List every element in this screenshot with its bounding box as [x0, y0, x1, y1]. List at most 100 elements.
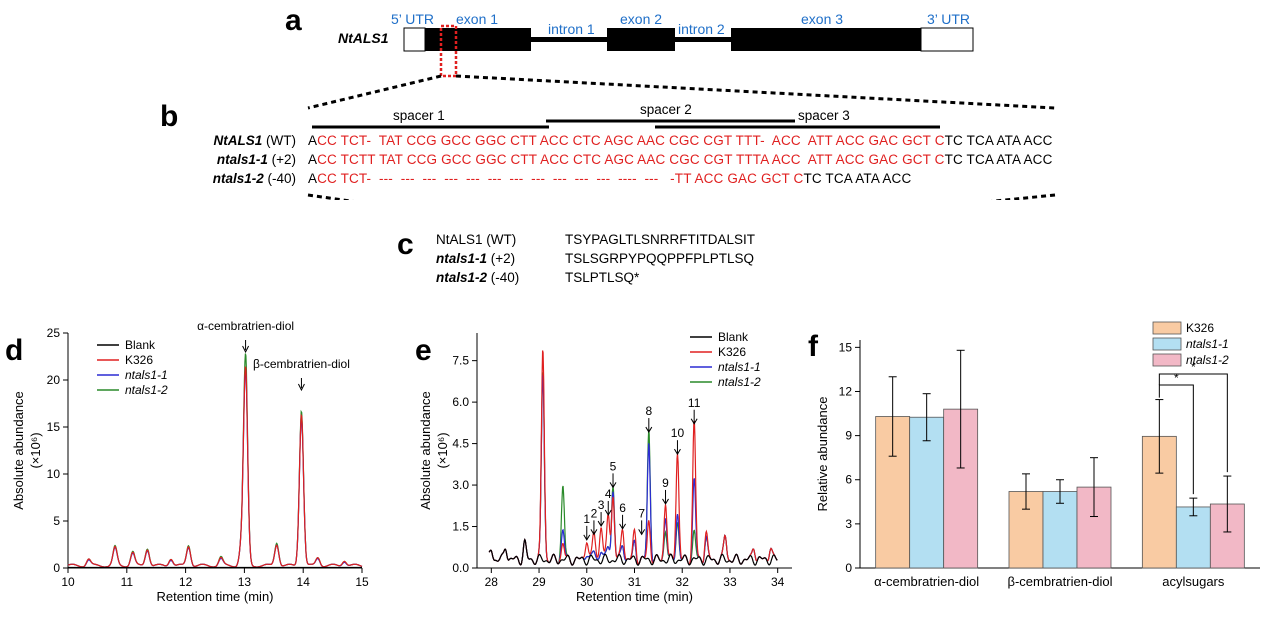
seq-tail: TC TCA ATA ACC: [803, 171, 912, 186]
spacer1-label: spacer 1: [393, 108, 445, 123]
peak-annotation: α-cembratrien-diol: [197, 319, 294, 333]
target-highlight-box: [439, 24, 458, 78]
seq-lead: A: [308, 152, 318, 167]
seq-target: CC TCT- --- --- --- --- --- --- --- --- …: [317, 171, 804, 186]
peak-arrow-head: [609, 482, 617, 489]
y-axis-unit: (×10⁶): [28, 432, 43, 468]
significance-star: *: [1191, 360, 1196, 374]
legend-label: K326: [718, 345, 746, 359]
trace-ntals1-2: [67, 353, 363, 568]
zoom-line-left: [307, 74, 442, 110]
chromatogram-chart-d: 0 5 10 15 20 25 10 11 12 13 14 15 Retention time (mi…: [11, 319, 369, 604]
peak-arrow-head: [590, 529, 598, 536]
y-tick-label: 6: [845, 473, 852, 487]
y-tick-label: 20: [47, 373, 61, 387]
chromatogram-chart-e: 0.01.53.04.56.07.528 29 30 31 32 33 34Retentio…: [418, 330, 792, 604]
x-tick-label: 10: [61, 575, 75, 589]
y-tick-label: 0: [53, 561, 60, 575]
intron2-line: [675, 37, 731, 42]
x-tick-label: 11: [121, 575, 134, 589]
y-tick-label: 4.5: [452, 437, 469, 451]
peak-arrow-head: [674, 448, 681, 456]
region-label-5utr: 5’ UTR: [391, 11, 435, 27]
seq-target: CC TCTT TAT CCG GCC GGC CTT ACC CTC AGC …: [317, 152, 945, 167]
x-tick-label: 32: [676, 575, 690, 589]
x-tick-label: 31: [628, 575, 642, 589]
peak-number: 4: [605, 487, 612, 501]
y-tick-label: 7.5: [452, 354, 469, 368]
region-label-intron1: intron 1: [548, 21, 595, 37]
peak-arrow-head: [597, 520, 605, 528]
legend-label: ntals1-2: [125, 383, 168, 397]
seq-lead: A: [308, 171, 318, 186]
protein-suffix: (-40): [487, 270, 520, 285]
legend-label: ntals1-2: [1186, 353, 1229, 367]
trace-ntals1-1: [67, 369, 363, 568]
y-axis-label: Absolute abundance: [11, 391, 26, 510]
y-axis-label: Relative abundance: [815, 397, 830, 512]
y-tick-label: 10: [47, 467, 61, 481]
panel-label-c: c: [397, 228, 414, 261]
peak-arrow-head: [604, 509, 612, 516]
x-tick-label: 29: [532, 575, 546, 589]
seq-name: ntals1-1: [216, 152, 268, 167]
x-tick-label: 34: [771, 575, 785, 589]
region-label-intron2: intron 2: [678, 21, 725, 37]
peak-number: 6: [619, 501, 626, 515]
peak-annotation: β-cembratrien-diol: [253, 357, 350, 371]
seq-suffix: (+2): [267, 152, 296, 167]
y-tick-label: 15: [839, 340, 853, 354]
zoom-line-right: [455, 74, 1056, 110]
legend-label: K326: [1186, 321, 1214, 335]
x-tick-label: 15: [355, 575, 369, 589]
bar-chart-f: 0 3 6 9 12 15 Relative abundance α-cembratrien-…: [815, 321, 1260, 589]
peak-number: 1: [583, 512, 590, 526]
significance-bracket: [1158, 384, 1194, 495]
seq-tail: TC TCA ATA ACC: [944, 152, 1053, 167]
exon1-box: [425, 28, 531, 51]
seq-name: NtALS1: [213, 133, 263, 148]
utr5-box: [403, 27, 426, 52]
peak-arrow-head: [662, 498, 669, 505]
peak-number: 8: [645, 404, 652, 418]
y-tick-label: 9: [845, 429, 852, 443]
gene-structure-diagram: [307, 24, 1056, 200]
legend-swatch: [1152, 337, 1182, 351]
y-tick-label: 3.0: [452, 478, 469, 492]
legend-label: Blank: [125, 338, 156, 352]
y-tick-label: 0.0: [452, 561, 469, 575]
spacer2-label: spacer 2: [640, 102, 692, 117]
x-tick-label: 13: [238, 575, 252, 589]
exon3-box: [731, 28, 921, 51]
y-tick-label: 5: [53, 514, 60, 528]
x-axis-label: Retention time (min): [156, 589, 273, 604]
region-label-exon3: exon 3: [801, 11, 844, 27]
legend-swatch: [1152, 321, 1182, 335]
peak-arrow-head: [583, 534, 591, 541]
seq-suffix: (WT): [262, 133, 296, 148]
trace-k326: [67, 366, 363, 568]
zoom-line-lower-right: [990, 193, 1056, 200]
protein-name: ntals1-1: [436, 251, 488, 266]
peak-number: 7: [638, 506, 645, 520]
x-axis-label: Retention time (min): [576, 589, 693, 604]
exon2-box: [607, 28, 675, 51]
x-tick-label: 33: [723, 575, 737, 589]
legend-label: ntals1-1: [125, 368, 168, 382]
protein-seq-ntals1-2: TSLPTLSQ*: [565, 270, 640, 285]
peak-number: 9: [662, 476, 669, 490]
region-label-exon1: exon 1: [456, 11, 499, 27]
seq-tail: TC TCA ATA ACC: [944, 133, 1053, 148]
x-tick-label: α-cembratrien-diol: [874, 574, 979, 589]
panel-label-e: e: [415, 334, 432, 367]
protein-seq-ntals1-1: TSLSGRPYPQQPPFPLPTLSQ: [565, 251, 755, 266]
panel-label-f: f: [808, 330, 818, 363]
y-tick-label: 3: [845, 517, 852, 531]
peak-arrow-head: [638, 529, 646, 536]
protein-row-ntals1-2: ntals1-2 (-40): [436, 270, 519, 285]
region-label-exon2: exon 2: [620, 11, 663, 27]
legend-label: Blank: [718, 330, 749, 344]
seq-target: CC TCT- TAT CCG GCC GGC CTT ACC CTC AGC …: [317, 133, 945, 148]
utr3-box: [920, 27, 974, 52]
x-tick-label: 28: [485, 575, 499, 589]
